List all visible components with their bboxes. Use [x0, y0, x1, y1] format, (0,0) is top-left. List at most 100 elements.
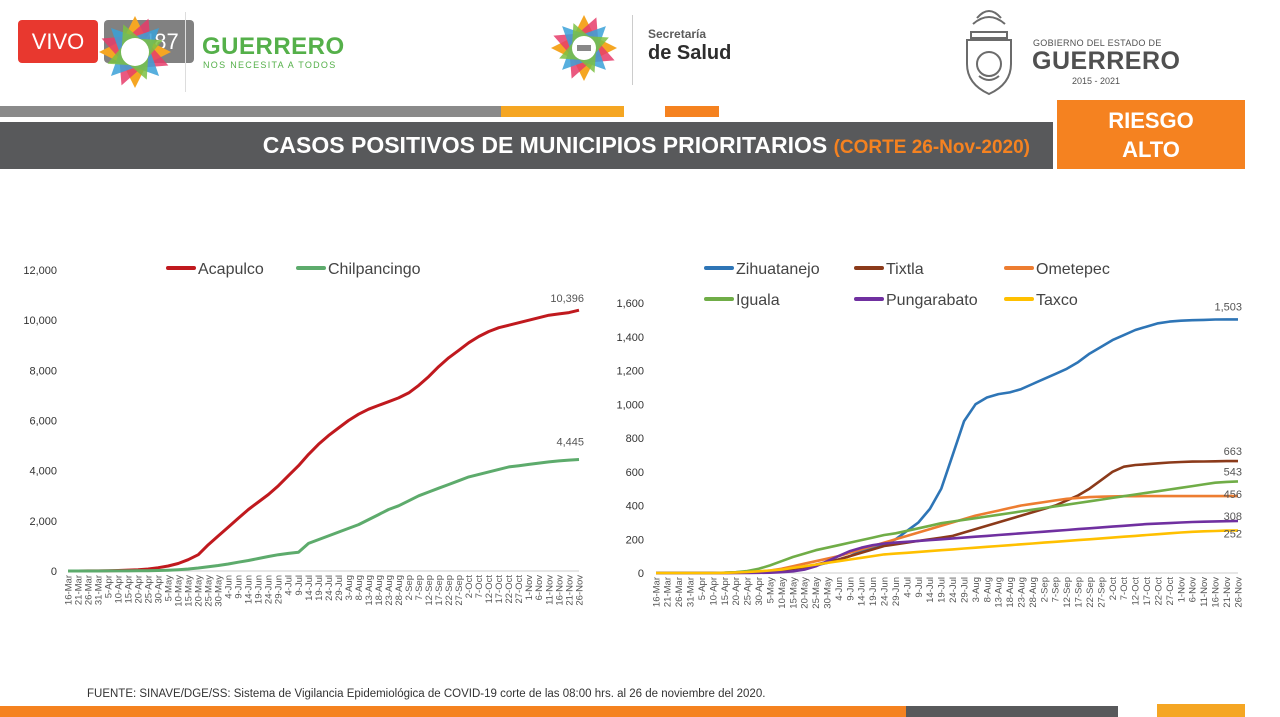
gray-stripe	[0, 106, 501, 117]
end-value-label: 543	[1224, 466, 1242, 478]
legend-label: Tixtla	[886, 261, 924, 278]
series-line-taxco	[656, 529, 1239, 575]
x-tick-label: 14-Jul	[304, 575, 315, 601]
x-tick-label: 27-Oct	[514, 575, 525, 604]
x-tick-label: 21-Mar	[73, 575, 84, 605]
risk-badge-line2: ALTO	[1122, 137, 1180, 162]
y-tick-label: 4,000	[29, 466, 57, 478]
x-tick-label: 2-Sep	[404, 575, 415, 600]
x-tick-label: 12-Oct	[1131, 577, 1142, 606]
x-tick-label: 19-Jul	[937, 577, 948, 603]
y-tick-label: 8,000	[29, 365, 57, 377]
x-tick-label: 21-Nov	[564, 575, 575, 606]
x-tick-label: 14-Jul	[925, 577, 936, 603]
legend-label: Chilpancingo	[328, 261, 421, 278]
y-tick-label: 1,200	[616, 366, 644, 378]
x-tick-label: 3-Aug	[971, 577, 982, 602]
x-tick-label: 27-Sep	[454, 575, 465, 606]
center-logo-line2: de Salud	[648, 42, 732, 64]
x-tick-label: 24-Jul	[324, 575, 335, 601]
series-line-tixtla	[656, 459, 1238, 575]
x-tick-label: 7-Sep	[1051, 577, 1062, 602]
series-line-pungarabato	[656, 519, 1239, 575]
x-tick-label: 1-Nov	[524, 575, 535, 601]
x-tick-label: 30-May	[823, 577, 834, 609]
guerrero-star-logo-icon	[99, 16, 171, 88]
x-tick-label: 16-Mar	[63, 575, 74, 605]
end-value-label: 456	[1224, 489, 1242, 501]
left-logo-title: GUERRERO	[202, 33, 345, 60]
x-tick-label: 20-Apr	[133, 575, 144, 604]
x-tick-label: 10-Apr	[708, 577, 719, 606]
x-tick-label: 28-Aug	[1028, 577, 1039, 608]
y-tick-label: 1,600	[616, 298, 644, 310]
orange-stripe	[665, 106, 719, 117]
x-tick-label: 25-May	[811, 577, 822, 609]
x-tick-label: 5-May	[164, 575, 175, 602]
x-tick-label: 9-Jul	[914, 577, 925, 598]
x-tick-label: 29-Jun	[274, 575, 285, 604]
x-tick-label: 9-Jun	[845, 577, 856, 601]
right-logo-years: 2015 - 2021	[1072, 76, 1121, 86]
title-bar	[0, 122, 1053, 169]
cutoff-date: (CORTE 26-Nov-2020)	[833, 137, 1030, 158]
x-tick-label: 13-Aug	[994, 577, 1005, 608]
x-tick-label: 25-May	[204, 575, 215, 607]
x-tick-label: 29-Jun	[891, 577, 902, 606]
y-tick-label: 12,000	[23, 265, 57, 277]
y-tick-label: 800	[626, 433, 644, 445]
y-tick-label: 10,000	[23, 315, 57, 327]
x-tick-label: 24-Jul	[948, 577, 959, 603]
series-line-acapulco	[68, 308, 580, 573]
x-tick-label: 24-Jun	[264, 575, 275, 604]
risk-badge-line1: RIESGO	[1108, 108, 1194, 133]
x-tick-label: 7-Oct	[474, 575, 485, 599]
x-tick-label: 30-May	[214, 575, 225, 607]
legend-label: Iguala	[736, 292, 780, 309]
x-tick-label: 12-Sep	[424, 575, 435, 606]
series-line-chilpancingo	[68, 458, 580, 573]
footer-orange-stripe	[0, 706, 906, 717]
x-tick-label: 6-Nov	[1188, 577, 1199, 603]
logo-divider	[632, 15, 633, 85]
x-tick-label: 25-Apr	[743, 577, 754, 606]
x-tick-label: 11-Nov	[1199, 577, 1210, 607]
x-tick-label: 9-Jun	[234, 575, 245, 599]
x-tick-label: 4-Jul	[284, 575, 295, 596]
right-logo-line1: GOBIERNO DEL ESTADO DE	[1033, 38, 1162, 48]
x-tick-label: 6-Nov	[534, 575, 545, 601]
x-tick-label: 21-Mar	[663, 577, 674, 607]
x-tick-label: 31-Mar	[93, 575, 104, 605]
end-value-label: 4,445	[556, 437, 584, 449]
x-tick-label: 20-Apr	[731, 577, 742, 606]
x-tick-label: 4-Jul	[902, 577, 913, 598]
orange-stripe	[501, 106, 624, 117]
x-tick-label: 7-Oct	[1119, 577, 1130, 601]
x-tick-label: 5-Apr	[103, 575, 114, 598]
salud-star-logo-icon	[551, 15, 617, 81]
x-tick-label: 5-May	[765, 577, 776, 604]
x-tick-label: 8-Aug	[354, 575, 365, 600]
x-tick-label: 26-Nov	[1233, 577, 1244, 608]
series-line-iguala	[656, 480, 1239, 575]
y-tick-label: 0	[51, 566, 57, 578]
end-value-label: 308	[1224, 511, 1242, 523]
x-tick-label: 4-Jun	[834, 577, 845, 601]
y-tick-label: 400	[626, 501, 644, 513]
x-tick-label: 13-Aug	[364, 575, 375, 606]
x-tick-label: 14-Jun	[857, 577, 868, 606]
x-tick-label: 12-Oct	[484, 575, 495, 604]
x-tick-label: 23-Aug	[384, 575, 395, 606]
x-tick-label: 26-Mar	[83, 575, 94, 605]
end-value-label: 1,503	[1214, 301, 1242, 313]
x-tick-label: 25-Apr	[143, 575, 154, 604]
x-tick-label: 30-Apr	[154, 575, 165, 604]
x-tick-label: 19-Jul	[314, 575, 325, 601]
x-tick-label: 10-May	[777, 577, 788, 609]
risk-badge: RIESGO ALTO	[1057, 100, 1245, 169]
x-tick-label: 10-May	[174, 575, 185, 607]
x-tick-label: 16-Mar	[651, 577, 662, 607]
x-tick-label: 27-Sep	[1096, 577, 1107, 608]
